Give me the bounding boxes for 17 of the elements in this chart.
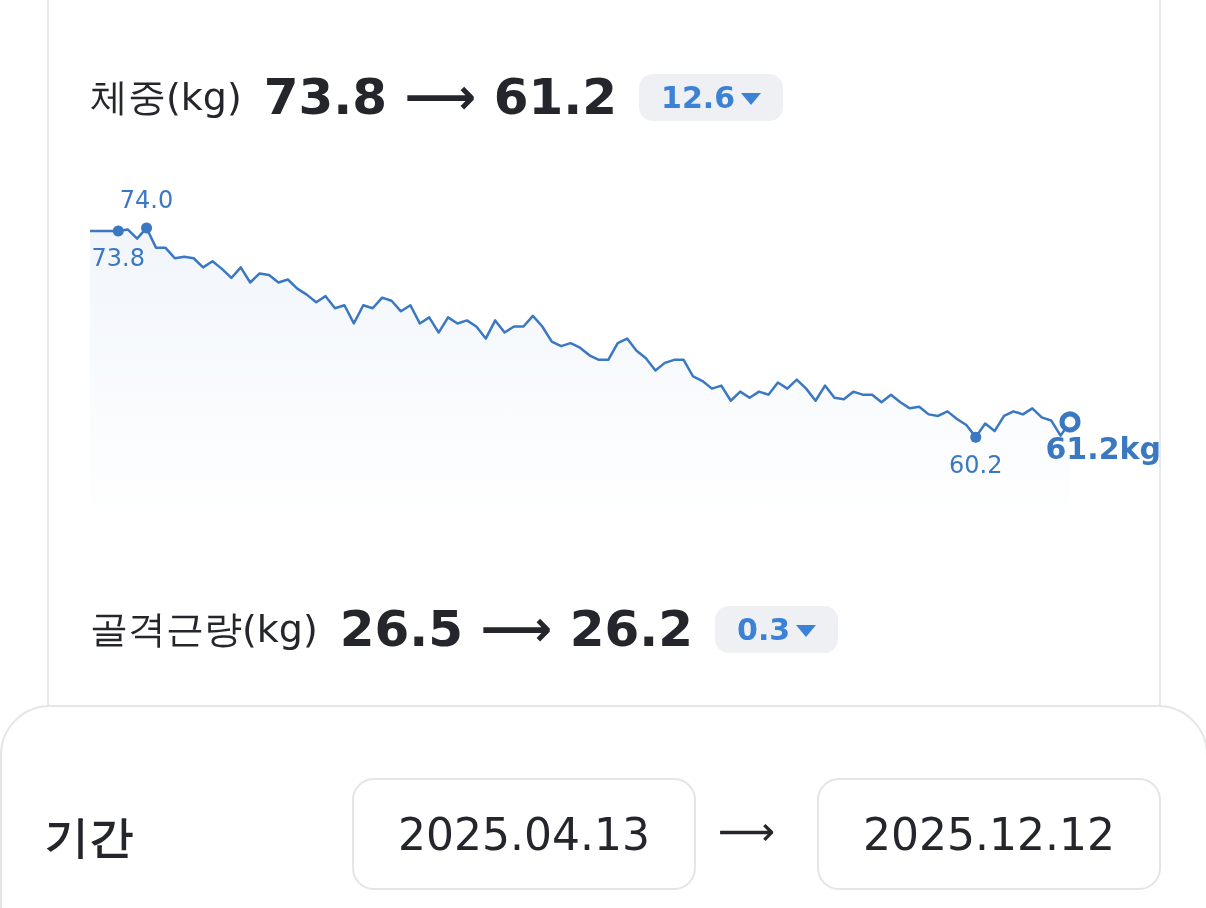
data-label: 60.2 [949,450,1003,479]
text: 12.6 [639,73,784,121]
chart-title: 체중(kg) [90,73,242,121]
annotation: 골격근량(kg) [90,605,318,653]
annotation: 26.5 ⟶ 26.2 [339,600,694,658]
date-field: 2025.12.12 [817,778,1161,890]
text: 73.8 ⟶ 61.2 [263,68,618,126]
annotation: 0.3 [715,605,839,653]
data-label: 74.0 [119,186,174,215]
point [112,225,124,237]
data-label: 61.2kg [1045,430,1161,466]
data-label: 73.8 [91,244,145,273]
point [970,431,982,443]
date-field: 2025.04.13 [352,778,696,890]
point [141,222,153,234]
annotation: ⟶ [718,808,776,854]
annotation: 기간 [45,810,133,864]
